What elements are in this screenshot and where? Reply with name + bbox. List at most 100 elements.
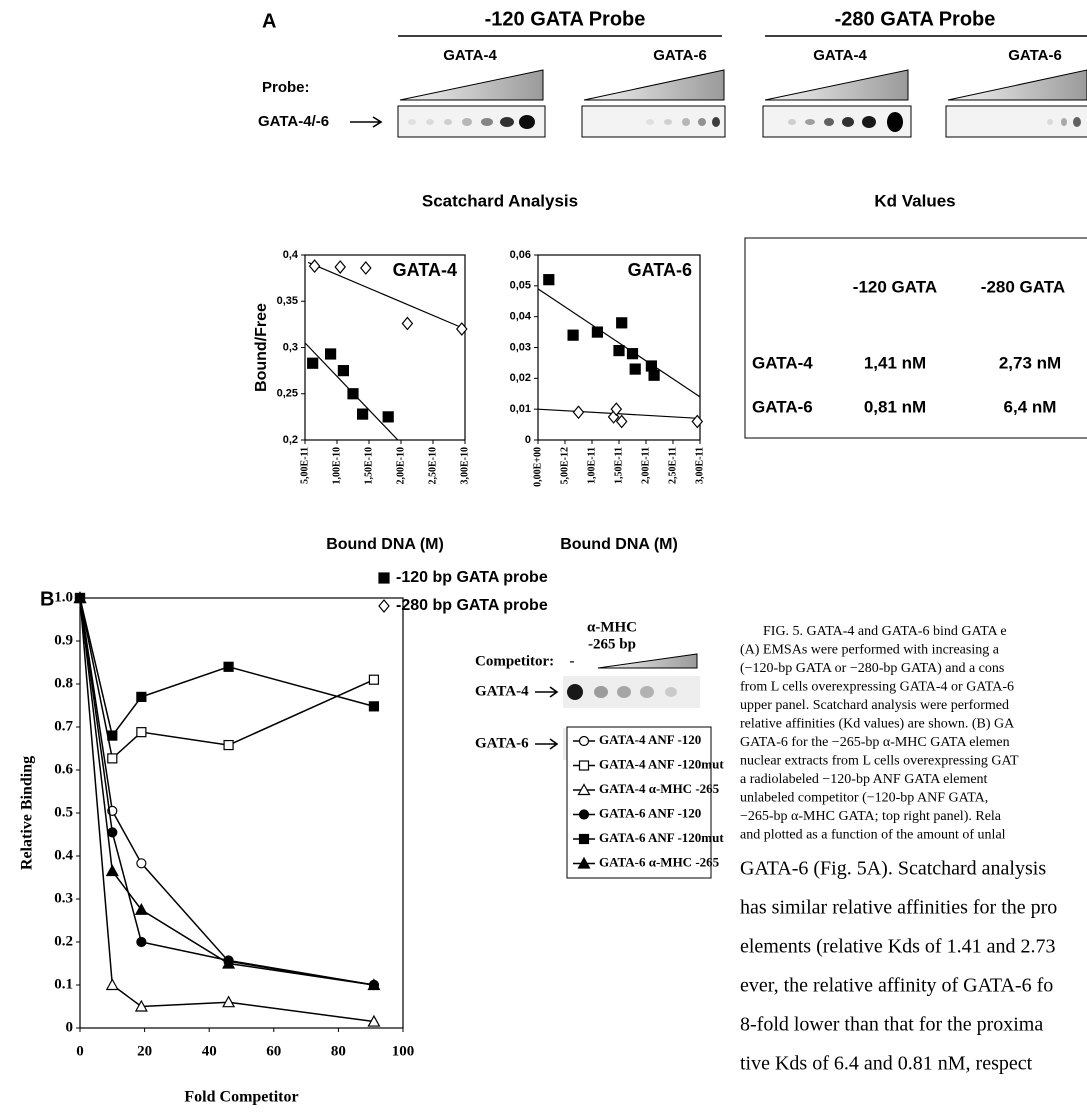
legend-label: GATA-6 ANF -120mut: [599, 830, 724, 845]
marker: [338, 366, 348, 376]
table-cell: 0,81 nM: [864, 397, 926, 416]
x-tick-label: 0,00E+00: [532, 447, 543, 487]
body-line: has similar relative affinities for the …: [740, 897, 1057, 919]
marker: [369, 675, 378, 684]
annotation: GATA-6: [628, 260, 692, 280]
x-tick-label: 3,00E-11: [694, 447, 705, 484]
marker: [369, 702, 378, 711]
competitor-size: -265 bp: [588, 636, 636, 652]
panel-label: A: [262, 10, 276, 32]
y-tick-label: 0.5: [54, 804, 73, 820]
table-cell: 2,73 nM: [999, 353, 1061, 372]
y-tick-label: 0,01: [510, 403, 531, 415]
table-header: -280 GATA: [981, 277, 1065, 296]
caption-line: relative affinities (Kd values) are show…: [740, 717, 1015, 732]
marker: [108, 731, 117, 740]
x-tick-label: 40: [202, 1043, 217, 1059]
marker: [224, 662, 233, 671]
y-tick-label: 0,04: [510, 311, 532, 323]
body-line: GATA-6 (Fig. 5A). Scatchard analysis: [740, 858, 1046, 880]
caption-line: a radiolabeled −120-bp ANF GATA element: [740, 772, 988, 787]
caption-line: and plotted as a function of the amount …: [740, 828, 1006, 843]
table-row-label: GATA-4: [752, 353, 813, 372]
caption-line: unlabeled competitor (−120-bp ANF GATA,: [740, 791, 988, 806]
x-tick-label: 5,00E-11: [299, 447, 310, 484]
panel-label: B: [40, 588, 54, 610]
marker: [383, 412, 393, 422]
marker: [580, 761, 589, 770]
gel: [563, 676, 700, 708]
marker: [614, 346, 624, 356]
marker: [308, 358, 318, 368]
x-tick-label: 1,00E-11: [586, 447, 597, 484]
body-line: elements (relative Kds of 1.41 and 2.73: [740, 936, 1055, 958]
lane-label: GATA-4: [813, 47, 867, 64]
table-cell: 6,4 nM: [1004, 397, 1057, 416]
y-tick-label: 0.3: [54, 890, 73, 906]
caption-line: FIG. 5. GATA-4 and GATA-6 bind GATA e: [763, 624, 1007, 639]
table-title: Kd Values: [874, 191, 955, 210]
x-tick-label: 1,50E-11: [613, 447, 624, 484]
legend-label: GATA-4 α-MHC -265: [599, 781, 720, 796]
lane-label: GATA-4: [443, 47, 497, 64]
y-axis-title: Relative Binding: [19, 756, 36, 870]
x-axis-title: Fold Competitor: [184, 1089, 298, 1106]
marker: [646, 361, 656, 371]
y-tick-label: 0.4: [54, 847, 73, 863]
annotation: GATA-4: [393, 260, 457, 280]
legend-label: GATA-6 ANF -120: [599, 805, 701, 820]
y-tick-label: 0,3: [283, 341, 298, 353]
y-tick-label: 0.6: [54, 761, 73, 777]
lane-label: GATA-6: [653, 47, 707, 64]
probe-label: Probe:: [262, 79, 310, 96]
marker: [592, 327, 602, 337]
lane-label: GATA-6: [1008, 47, 1062, 64]
marker: [137, 938, 146, 947]
x-tick-label: 1,00E-10: [331, 447, 342, 485]
x-tick-label: 20: [137, 1043, 152, 1059]
x-tick-label: 80: [331, 1043, 346, 1059]
x-tick-label: 1,50E-10: [363, 447, 374, 485]
y-tick-label: 0,02: [510, 372, 531, 384]
marker: [137, 859, 146, 868]
caption-line: (A) EMSAs were performed with increasing…: [740, 643, 1000, 658]
marker: [580, 737, 589, 746]
competitor-name: α-MHC: [587, 619, 637, 635]
caption-line: GATA-6 for the −265-bp α-MHC GATA elemen: [740, 735, 1010, 750]
band-label: GATA-6: [475, 735, 529, 751]
marker: [580, 810, 589, 819]
marker: [137, 728, 146, 737]
x-tick-label: 2,50E-11: [667, 447, 678, 484]
gel: [763, 106, 911, 137]
caption-line: from L cells overexpressing GATA-4 or GA…: [740, 680, 1014, 695]
gel: [946, 106, 1087, 137]
x-tick-label: 5,00E-12: [559, 447, 570, 485]
x-tick-label: 3,00E-10: [459, 447, 470, 485]
x-tick-label: 2,50E-10: [427, 447, 438, 485]
y-tick-label: 0.2: [54, 933, 73, 949]
probe-title: -120 GATA Probe: [485, 8, 646, 30]
y-tick-label: 0: [525, 434, 531, 446]
y-tick-label: 0: [66, 1019, 74, 1035]
x-tick-label: 100: [392, 1043, 415, 1059]
y-tick-label: 0,25: [277, 388, 298, 400]
y-tick-label: 0.1: [54, 976, 73, 992]
body-line: 8-fold lower than that for the proxima: [740, 1014, 1043, 1036]
y-tick-label: 0,03: [510, 341, 531, 353]
body-line: tive Kds of 6.4 and 0.81 nM, respect: [740, 1053, 1033, 1075]
marker: [358, 409, 368, 419]
gel: [582, 106, 725, 137]
y-tick-label: 0,4: [283, 249, 299, 261]
marker: [617, 318, 627, 328]
y-tick-label: 0,2: [283, 434, 298, 446]
body-line: ever, the relative affinity of GATA-6 fo: [740, 975, 1053, 997]
x-tick-label: 2,00E-10: [395, 447, 406, 485]
legend-label: -280 bp GATA probe: [396, 597, 548, 614]
y-tick-label: 0.9: [54, 632, 73, 648]
caption-line: (−120-bp GATA or −280-bp GATA) and a con…: [740, 661, 1004, 676]
probe-title: -280 GATA Probe: [835, 8, 996, 30]
marker: [580, 835, 589, 844]
marker: [379, 573, 389, 583]
y-tick-label: 0.8: [54, 675, 73, 691]
band-label: GATA-4: [475, 683, 529, 699]
